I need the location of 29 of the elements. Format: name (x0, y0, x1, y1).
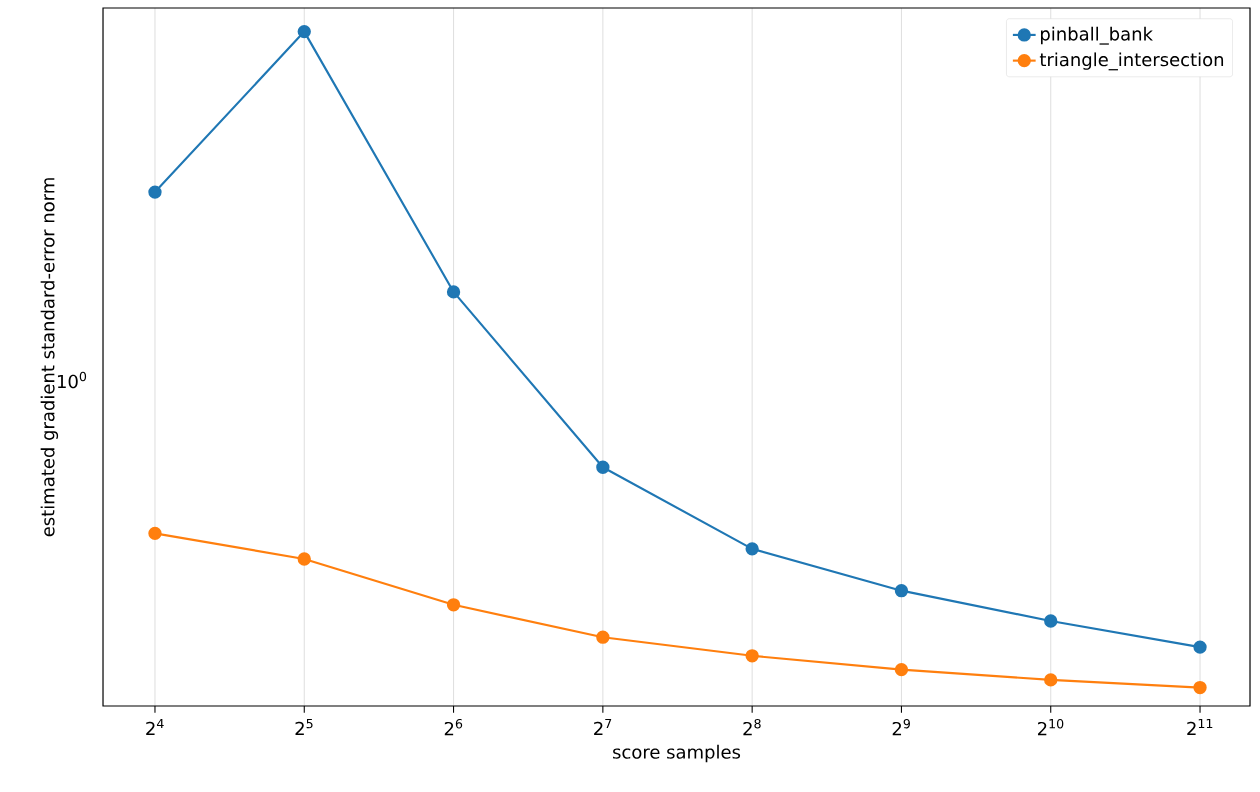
point (446, 285, 461, 299)
x-tick-label: 2$^{11}$ (1187, 718, 1213, 736)
point (745, 542, 759, 556)
point (745, 649, 759, 663)
point (596, 460, 610, 474)
x-tick-label: 2$^{10}$ (1037, 718, 1064, 736)
x-tick-label: 2$^{6}$ (444, 718, 463, 736)
point (596, 630, 610, 644)
legend-label: pinball_bank (1041, 26, 1153, 45)
x-axis-title: score samples (613, 744, 741, 763)
point (297, 24, 311, 39)
x-tick-label: 2$^{4}$ (146, 718, 164, 736)
point (1044, 614, 1058, 628)
point (1044, 673, 1058, 687)
point (1193, 680, 1207, 695)
point (297, 552, 311, 566)
x-tick-label: 2$^{5}$ (295, 718, 313, 736)
legend-label: triangle_intersection (1039, 52, 1224, 71)
x-tick-label: 2$^{7}$ (594, 718, 612, 736)
point (894, 662, 909, 677)
x-tick-label: 2$^{9}$ (892, 718, 910, 736)
point (1193, 640, 1207, 654)
y-axis-title: estimated gradient standard-error norm (40, 178, 59, 537)
text: 10$^{0}$ (57, 371, 87, 389)
point (446, 598, 461, 612)
point (894, 584, 909, 598)
point (148, 526, 162, 541)
x-tick-label: 2$^{8}$ (743, 718, 761, 736)
point (148, 185, 162, 199)
